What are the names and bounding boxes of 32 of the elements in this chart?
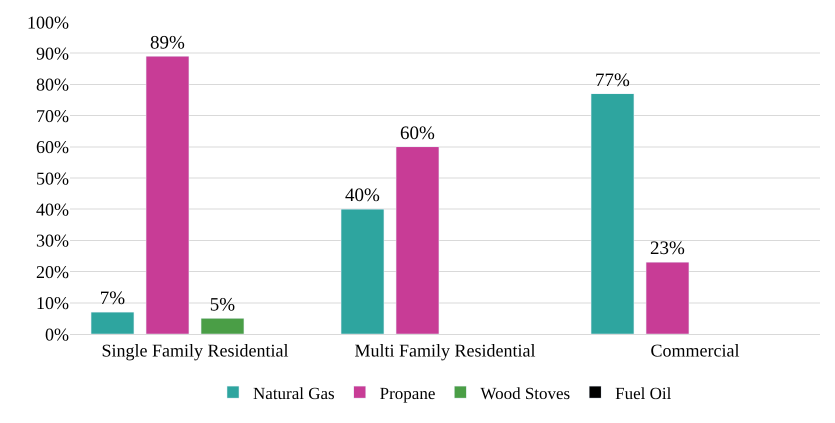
legend-label: Fuel Oil — [615, 384, 672, 403]
y-tick-label: 50% — [36, 168, 69, 188]
y-tick-label: 40% — [36, 200, 69, 220]
bar — [146, 56, 190, 334]
data-label: 7% — [100, 288, 126, 310]
data-label: 23% — [650, 238, 685, 260]
y-tick-label: 100% — [27, 12, 69, 32]
y-tick-label: 60% — [36, 137, 69, 158]
y-tick-label: 20% — [36, 262, 69, 282]
y-tick-label: 70% — [36, 106, 69, 126]
data-label: 77% — [595, 70, 630, 91]
bar — [396, 146, 440, 334]
data-label: 60% — [400, 122, 435, 144]
y-tick-label: 90% — [36, 44, 69, 64]
x-tick-label: Commercial — [650, 340, 740, 361]
y-tick-label: 80% — [36, 74, 69, 95]
x-tick-label: Multi Family Residential — [354, 340, 536, 361]
legend-label: Natural Gas — [253, 384, 335, 403]
bar — [340, 208, 384, 334]
bar — [200, 318, 244, 334]
bar — [590, 94, 634, 334]
legend-label: Wood Stoves — [480, 384, 570, 403]
legend-label: Propane — [380, 384, 436, 403]
data-label: 5% — [210, 294, 236, 316]
bar — [90, 312, 134, 334]
y-tick-label: 30% — [36, 230, 69, 251]
data-label: 40% — [345, 185, 380, 206]
bar — [646, 262, 690, 334]
x-tick-label: Single Family Residential — [102, 340, 288, 361]
data-label: 89% — [150, 32, 185, 54]
y-tick-label: 0% — [45, 324, 69, 344]
y-tick-label: 10% — [36, 293, 69, 314]
